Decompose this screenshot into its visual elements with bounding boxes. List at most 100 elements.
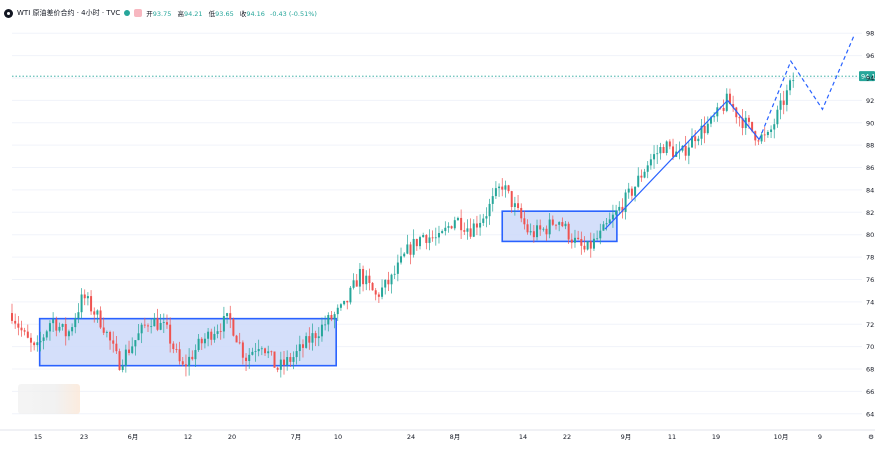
candle-body bbox=[115, 343, 118, 352]
candle-body bbox=[567, 223, 570, 240]
candle-body bbox=[238, 342, 241, 344]
legend: WTI 原油差价合约 · 4小时 · TVC 开93.75 高94.21 低93… bbox=[4, 6, 317, 20]
candle-body bbox=[621, 206, 624, 212]
candle-body bbox=[738, 117, 741, 119]
candle-body bbox=[456, 217, 459, 221]
candle-body bbox=[336, 307, 339, 315]
candle-body bbox=[637, 175, 640, 187]
x-tick-label: 11 bbox=[668, 433, 676, 441]
x-tick-label: 20 bbox=[228, 433, 236, 441]
candle-body bbox=[536, 225, 539, 238]
candle-body bbox=[444, 227, 447, 232]
candle-body bbox=[735, 107, 738, 118]
candle-body bbox=[396, 262, 399, 274]
candle-body bbox=[728, 93, 731, 105]
candle-body bbox=[371, 282, 374, 291]
candle-body bbox=[785, 90, 788, 105]
candle-body bbox=[542, 228, 545, 230]
candle-body bbox=[523, 218, 526, 225]
open-label: 开 bbox=[146, 10, 153, 18]
candle-body bbox=[694, 136, 697, 142]
symbol-logo-icon bbox=[4, 8, 13, 18]
trendline-upper bbox=[604, 99, 729, 230]
candle-body bbox=[36, 342, 39, 346]
x-tick-label: 9月 bbox=[621, 433, 632, 441]
candle-body bbox=[624, 192, 627, 212]
candle-body bbox=[428, 237, 431, 243]
candle-body bbox=[640, 175, 643, 178]
candle-body bbox=[529, 231, 532, 233]
x-tick-label: 19 bbox=[712, 433, 720, 441]
x-tick-label: 12 bbox=[184, 433, 192, 441]
candle-body bbox=[782, 100, 785, 105]
y-tick-label: 86.0 bbox=[866, 164, 875, 172]
candle-body bbox=[283, 359, 285, 365]
last-price-label: 94.1 bbox=[861, 73, 875, 81]
candle-body bbox=[447, 226, 450, 228]
candle-body bbox=[134, 340, 137, 347]
candle-body bbox=[121, 365, 124, 370]
candle-body bbox=[659, 147, 662, 154]
market-open-dot-icon bbox=[124, 10, 131, 16]
candle-body bbox=[140, 324, 143, 334]
candle-body bbox=[501, 186, 504, 190]
candle-body bbox=[17, 323, 20, 328]
candle-body bbox=[741, 118, 744, 129]
grid bbox=[12, 32, 862, 415]
candle-body bbox=[596, 238, 599, 240]
y-tick-label: 68.0 bbox=[866, 366, 875, 374]
candle-body bbox=[384, 279, 387, 288]
candle-body bbox=[29, 337, 32, 343]
candle-body bbox=[210, 331, 213, 340]
candle-body bbox=[226, 313, 229, 317]
y-tick-label: 80.0 bbox=[866, 231, 875, 239]
flag-icon[interactable] bbox=[134, 9, 143, 17]
candle-body bbox=[203, 338, 206, 344]
candle-body bbox=[349, 287, 352, 303]
candle-body bbox=[137, 333, 140, 341]
candle-body bbox=[45, 331, 48, 338]
candle-body bbox=[178, 349, 181, 362]
candle-body bbox=[99, 310, 102, 328]
candle-body bbox=[580, 239, 583, 246]
low-value: 93.65 bbox=[215, 10, 234, 18]
y-tick-label: 76.0 bbox=[866, 276, 875, 284]
candle-body bbox=[551, 219, 554, 225]
trendline-lower bbox=[727, 99, 760, 140]
candle-body bbox=[102, 327, 105, 333]
y-tick-label: 64.0 bbox=[866, 410, 875, 418]
candle-body bbox=[583, 245, 586, 250]
drawings[interactable]: 94.1 bbox=[12, 35, 875, 230]
range-box[interactable] bbox=[38, 317, 337, 367]
candle-body bbox=[757, 140, 760, 142]
candle-body bbox=[80, 294, 83, 313]
symbol-title[interactable]: WTI 原油差价合约 · 4小时 · TVC bbox=[17, 9, 121, 17]
candle-body bbox=[184, 364, 187, 367]
candle-body bbox=[422, 234, 425, 238]
candle-body bbox=[159, 322, 162, 330]
candle-body bbox=[165, 322, 168, 325]
candle-body bbox=[311, 333, 314, 343]
candle-body bbox=[58, 326, 61, 331]
candle-body bbox=[792, 80, 795, 82]
y-tick-label: 78.0 bbox=[866, 254, 875, 262]
candle-body bbox=[406, 244, 409, 254]
candle-body bbox=[504, 185, 507, 190]
candle-body bbox=[766, 131, 769, 136]
y-tick-label: 94.0 bbox=[866, 74, 875, 82]
candle-body bbox=[33, 342, 36, 346]
candle-body bbox=[611, 214, 614, 220]
candle-body bbox=[251, 351, 254, 355]
candle-body bbox=[77, 312, 80, 319]
candle-body bbox=[491, 196, 494, 204]
candle-body bbox=[156, 318, 159, 330]
candle-body bbox=[286, 357, 289, 365]
close-value: 94.16 bbox=[246, 10, 265, 18]
candle-body bbox=[706, 123, 709, 134]
candle-body bbox=[466, 228, 469, 232]
y-tick-label: 66.0 bbox=[866, 388, 875, 396]
candle-body bbox=[409, 244, 412, 255]
candle-body bbox=[570, 239, 573, 243]
candle-body bbox=[207, 331, 210, 339]
